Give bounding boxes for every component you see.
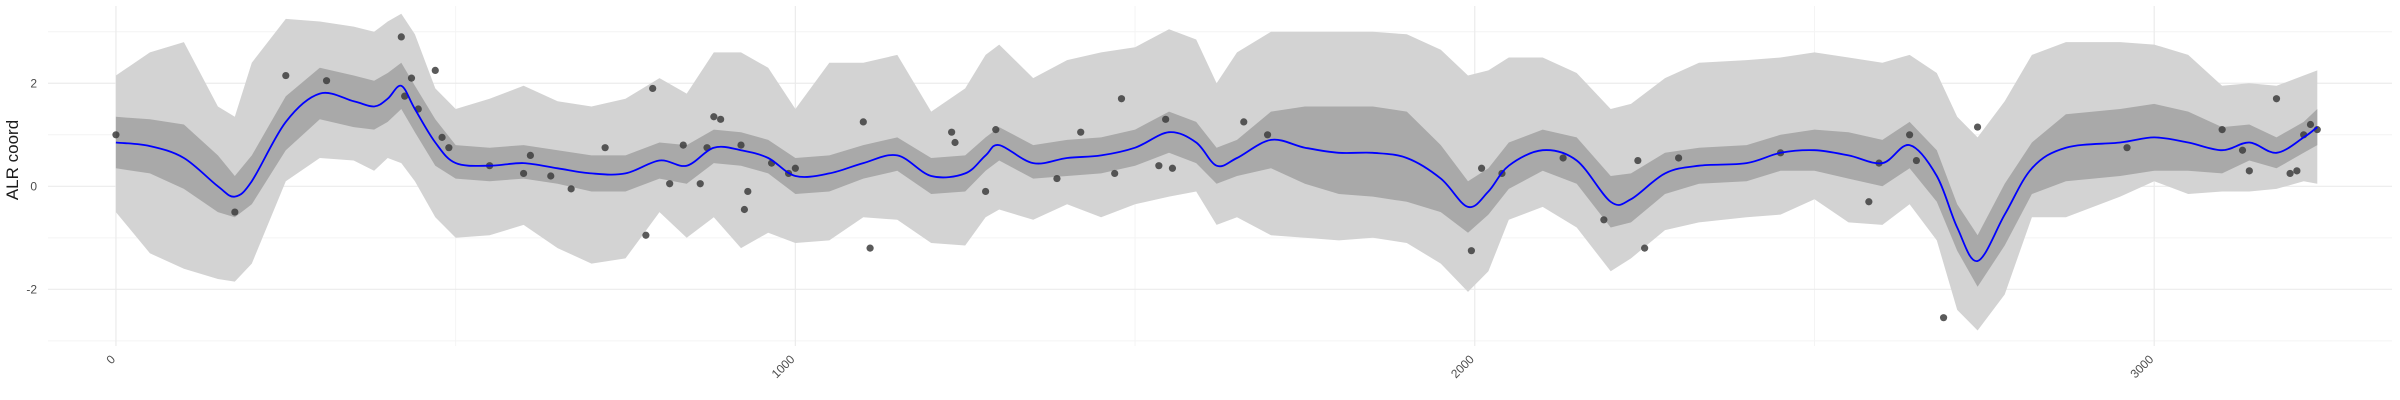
data-point xyxy=(526,151,534,159)
data-point xyxy=(710,113,718,121)
data-point xyxy=(642,231,650,239)
x-tick-label: 2000 xyxy=(1448,352,1477,381)
data-point xyxy=(2286,169,2294,178)
observed-points xyxy=(112,33,2321,322)
data-point xyxy=(2218,126,2226,134)
data-point xyxy=(1467,247,1475,255)
x-tick-label: 1000 xyxy=(769,352,798,381)
data-point xyxy=(992,126,1000,134)
y-axis-title: ALR coord xyxy=(3,120,22,200)
data-point xyxy=(2245,167,2253,175)
x-tick-label: 3000 xyxy=(2128,352,2157,381)
data-point xyxy=(601,144,609,152)
data-point xyxy=(744,187,752,196)
data-point xyxy=(431,66,439,74)
data-point xyxy=(2123,144,2131,152)
data-point xyxy=(1053,174,1061,183)
data-point xyxy=(519,169,528,178)
data-point xyxy=(1634,156,1642,165)
data-point xyxy=(1912,156,1921,165)
data-point xyxy=(2293,167,2301,175)
data-point xyxy=(1865,198,1873,206)
data-point xyxy=(866,244,874,252)
data-point xyxy=(717,115,725,123)
y-tick-label: 0 xyxy=(30,179,37,193)
data-point xyxy=(951,138,959,147)
data-point xyxy=(397,33,405,41)
data-point xyxy=(1973,123,1982,131)
data-point xyxy=(1906,131,1914,139)
data-point xyxy=(401,92,409,100)
data-point xyxy=(696,180,704,188)
data-point xyxy=(231,208,239,216)
data-point xyxy=(322,77,331,85)
data-point xyxy=(2238,146,2247,154)
data-point xyxy=(2306,120,2315,129)
data-point xyxy=(1939,314,1948,322)
data-point xyxy=(1263,131,1272,139)
x-axis-ticks: 0 1000 2000 3000 xyxy=(103,352,2156,381)
data-point xyxy=(282,71,290,80)
data-point xyxy=(679,141,687,149)
data-point xyxy=(1111,169,1119,178)
data-point xyxy=(740,205,749,214)
y-tick-label: 2 xyxy=(30,76,37,90)
data-point xyxy=(547,172,555,180)
data-point xyxy=(1168,164,1177,172)
data-point xyxy=(1477,164,1486,172)
mean-line xyxy=(115,84,2318,262)
data-point xyxy=(2272,95,2281,103)
data-point xyxy=(1155,162,1163,170)
data-point xyxy=(737,141,745,149)
confidence-band-inner xyxy=(115,62,2318,287)
y-axis-ticks: -2 0 2 xyxy=(26,76,37,296)
data-point xyxy=(1600,216,1608,224)
data-point xyxy=(1162,115,1170,123)
band-inner-area xyxy=(115,62,2318,287)
mean-line-path xyxy=(115,84,2318,262)
data-point xyxy=(445,144,453,152)
x-tick-label: 0 xyxy=(103,352,118,367)
data-point xyxy=(438,133,446,141)
data-point xyxy=(567,185,575,193)
y-tick-label: -2 xyxy=(26,282,37,296)
data-point xyxy=(859,118,867,126)
data-point xyxy=(1077,128,1085,136)
data-point xyxy=(112,131,120,139)
data-point xyxy=(649,84,657,93)
data-point xyxy=(1641,244,1649,252)
data-point xyxy=(1117,95,1126,103)
data-point xyxy=(666,180,674,188)
data-point xyxy=(948,128,956,136)
data-point xyxy=(791,164,799,172)
data-point xyxy=(407,74,416,82)
data-point xyxy=(982,187,990,196)
data-point xyxy=(1675,154,1683,162)
data-point xyxy=(1240,118,1248,126)
data-point xyxy=(1559,154,1567,162)
